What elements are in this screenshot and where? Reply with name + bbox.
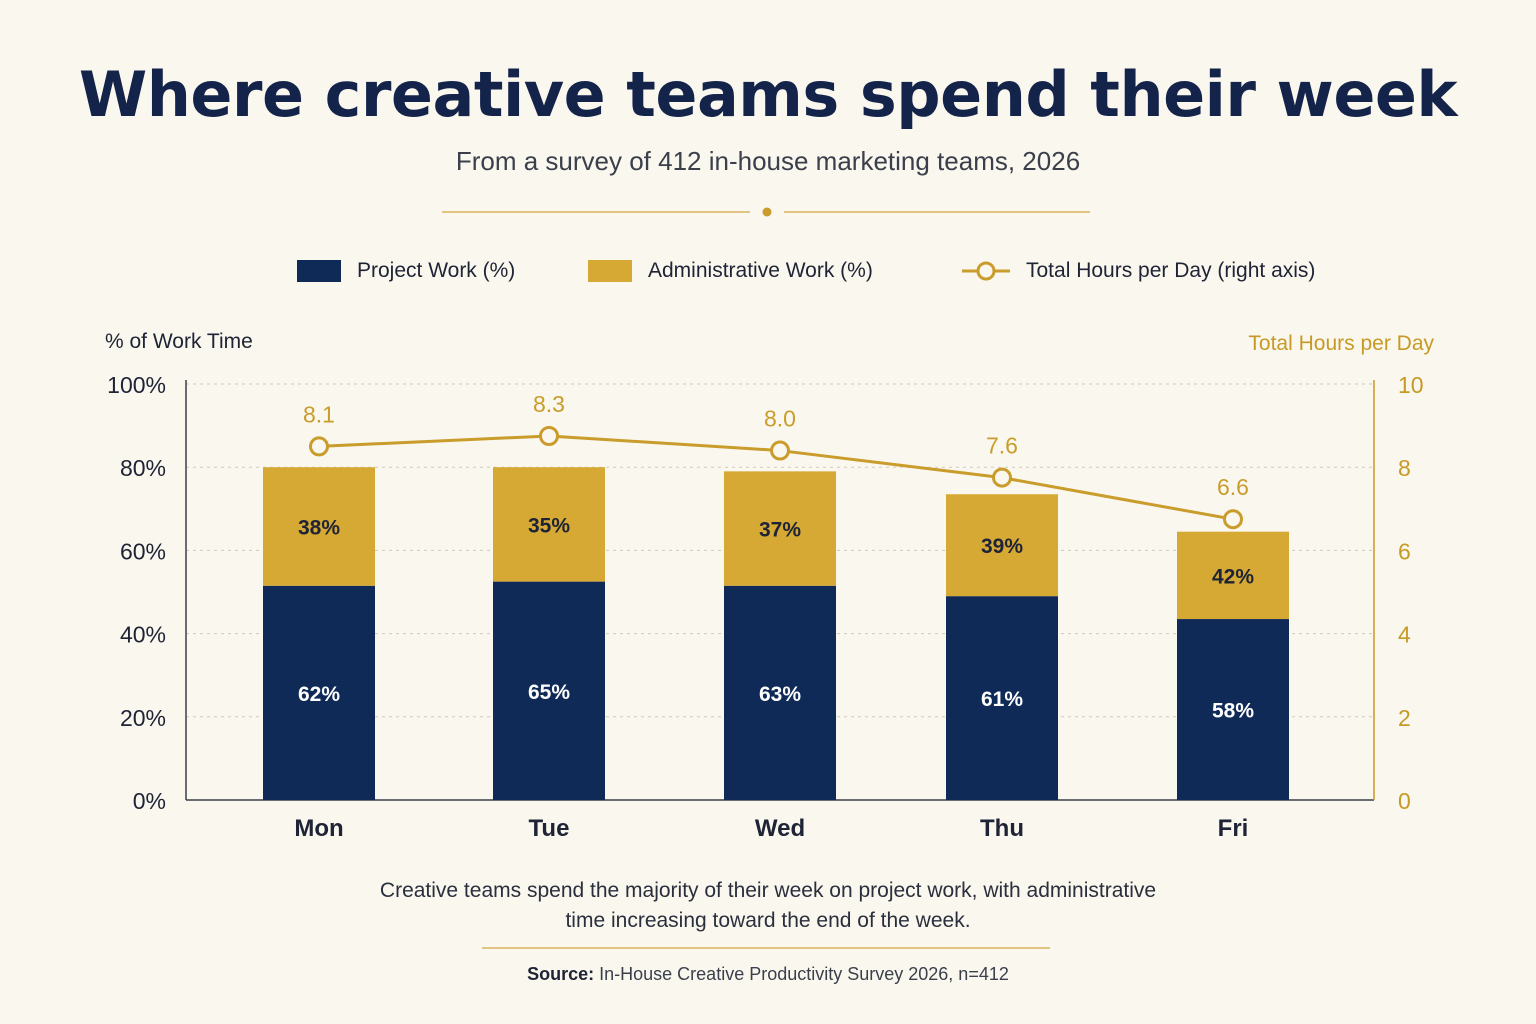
legend-swatch-project	[297, 260, 341, 282]
y-tick-left: 40%	[120, 622, 166, 648]
x-tick-label: Tue	[529, 815, 570, 842]
bar-project	[493, 581, 605, 800]
hours-point	[539, 426, 559, 446]
y-tick-right: 10	[1398, 372, 1424, 398]
source-label: Source:	[527, 964, 595, 984]
hours-label: 6.6	[1217, 474, 1249, 500]
bar-project	[263, 585, 375, 800]
y-axis-title-left: % of Work Time	[105, 330, 253, 353]
hours-point	[992, 467, 1012, 488]
bar-label-admin: 35%	[528, 514, 570, 537]
bar-label-project: 65%	[528, 681, 570, 704]
hours-label: 7.6	[986, 433, 1018, 459]
x-tick-label: Mon	[294, 815, 343, 842]
bar-label-admin: 39%	[981, 535, 1023, 558]
source-text: In-House Creative Productivity Survey 20…	[594, 964, 1009, 984]
bar-label-project: 58%	[1212, 700, 1254, 723]
bar-project	[1177, 619, 1289, 800]
y-tick-left: 80%	[120, 455, 166, 481]
legend-line-marker-icon	[962, 261, 1010, 281]
caption-line-2: time increasing toward the end of the we…	[565, 909, 971, 932]
source-note: Source: In-House Creative Productivity S…	[0, 964, 1536, 985]
bar-label-project: 62%	[298, 683, 340, 706]
y-tick-right: 0	[1398, 788, 1411, 814]
legend-label-project: Project Work (%)	[357, 259, 516, 282]
y-tick-right: 8	[1398, 455, 1411, 481]
x-tick-label: Wed	[755, 815, 805, 842]
y-tick-right: 6	[1398, 538, 1411, 564]
y-tick-left: 20%	[120, 705, 166, 731]
bar-admin	[946, 494, 1058, 597]
bar-admin	[263, 467, 375, 586]
legend-label-hours: Total Hours per Day (right axis)	[1026, 259, 1316, 282]
hours-label: 8.0	[764, 406, 796, 432]
y-tick-left: 60%	[120, 538, 166, 564]
caption-line-1: Creative teams spend the majority of the…	[379, 879, 1157, 902]
page-subtitle: From a survey of 412 in-house marketing …	[455, 146, 1081, 176]
bar-admin	[493, 467, 605, 582]
hours-point	[770, 440, 790, 461]
hours-point	[309, 436, 329, 457]
legend-item-admin: Administrative Work (%)	[588, 256, 873, 286]
bar-label-project: 63%	[759, 683, 801, 706]
bar-label-admin: 37%	[759, 519, 801, 542]
bar-label-project: 61%	[981, 688, 1023, 711]
y-tick-left: 0%	[133, 788, 166, 814]
y-axis-title-right: Total Hours per Day	[1248, 332, 1434, 355]
chart-plot: 0% 20% 40% 60% 80% 100% 0 2 4 6 8 10 62% 38% Mon 65% 35%…	[107, 372, 1424, 842]
bar-project	[724, 585, 836, 800]
bar-label-admin: 42%	[1212, 565, 1254, 588]
hours-point	[1223, 509, 1243, 530]
divider-dot-icon	[762, 207, 772, 217]
legend-swatch-admin	[588, 260, 632, 282]
hours-label: 8.1	[303, 401, 335, 427]
legend-label-admin: Administrative Work (%)	[648, 259, 873, 282]
chart-caption: Creative teams spend the majority of the…	[0, 876, 1536, 936]
bar-admin	[1177, 531, 1289, 620]
page-title: Where creative teams spend their week	[78, 58, 1458, 131]
legend-item-hours: Total Hours per Day (right axis)	[962, 256, 1315, 286]
y-tick-right: 2	[1398, 705, 1411, 731]
y-tick-left: 100%	[107, 372, 166, 398]
hours-label: 8.3	[533, 391, 565, 417]
x-tick-label: Fri	[1218, 815, 1249, 842]
bar-project	[946, 596, 1058, 800]
x-tick-label: Thu	[980, 815, 1024, 842]
bar-label-admin: 38%	[298, 516, 340, 539]
title-divider	[442, 207, 1090, 217]
y-tick-right: 4	[1398, 622, 1411, 648]
legend-item-project: Project Work (%)	[297, 256, 515, 286]
bar-admin	[724, 471, 836, 586]
